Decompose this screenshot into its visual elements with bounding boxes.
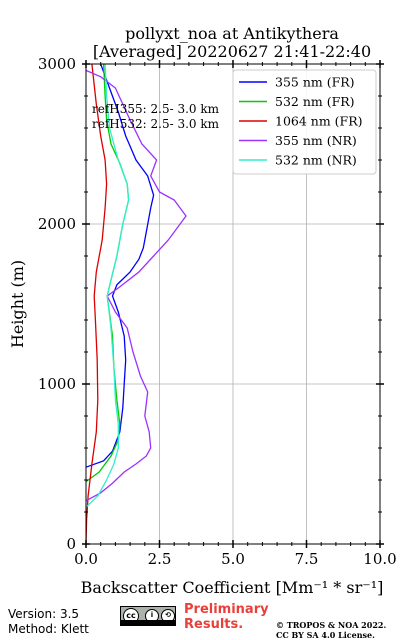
y-tick-label-1: 1000	[38, 375, 76, 393]
chart-title-line1: pollyxt_noa at Antikythera	[125, 24, 339, 43]
y-tick-label-2: 2000	[38, 215, 76, 233]
axis-ticks	[82, 60, 384, 548]
tick-labels: 0.0 2.5 5.0 7.5 10.0 0 1000 2000 3000	[38, 55, 397, 568]
x-tick-label-4: 10.0	[363, 550, 396, 568]
y-tick-label-3: 3000	[38, 55, 76, 73]
method-text: Method: Klett	[8, 622, 89, 636]
legend-label-3: 355 nm (NR)	[275, 133, 357, 148]
legend-box	[232, 69, 377, 175]
legend-label-1: 532 nm (FR)	[275, 94, 355, 109]
y-axis-label: Height (m)	[8, 260, 27, 348]
series-lines	[85, 63, 187, 545]
cc-license-badge: cc i ⟲	[120, 606, 176, 626]
x-tick-label-2: 5.0	[221, 550, 245, 568]
y-tick-label-0: 0	[66, 535, 76, 553]
legend-label-4: 532 nm (NR)	[275, 153, 357, 168]
series-line-4	[85, 63, 130, 508]
refh355-annotation: refH355: 2.5- 3.0 km	[92, 102, 220, 116]
copyright-text: © TROPOS & NOA 2022. CC BY SA 4.0 Licens…	[276, 620, 387, 640]
version-text: Version: 3.5	[8, 607, 80, 621]
preliminary-results: Preliminary Results.	[184, 602, 269, 632]
refh532-annotation: refH532: 2.5- 3.0 km	[92, 117, 220, 131]
series-line-3	[85, 69, 187, 502]
cc-bar	[121, 620, 175, 625]
x-tick-label-1: 2.5	[148, 550, 172, 568]
series-line-2	[85, 63, 108, 545]
x-tick-label-0: 0.0	[74, 550, 98, 568]
x-axis-label: Backscatter Coefficient [Mm⁻¹ * sr⁻¹]	[81, 578, 384, 597]
x-tick-label-3: 7.5	[295, 550, 319, 568]
legend-label-0: 355 nm (FR)	[275, 75, 355, 90]
legend: 355 nm (FR) 532 nm (FR) 1064 nm (FR) 355 nm…	[232, 69, 377, 175]
chart-title-line2: [Averaged] 20220627 21:41-22:40	[93, 42, 371, 61]
series-line-0	[85, 63, 155, 468]
legend-label-2: 1064 nm (FR)	[275, 114, 363, 129]
